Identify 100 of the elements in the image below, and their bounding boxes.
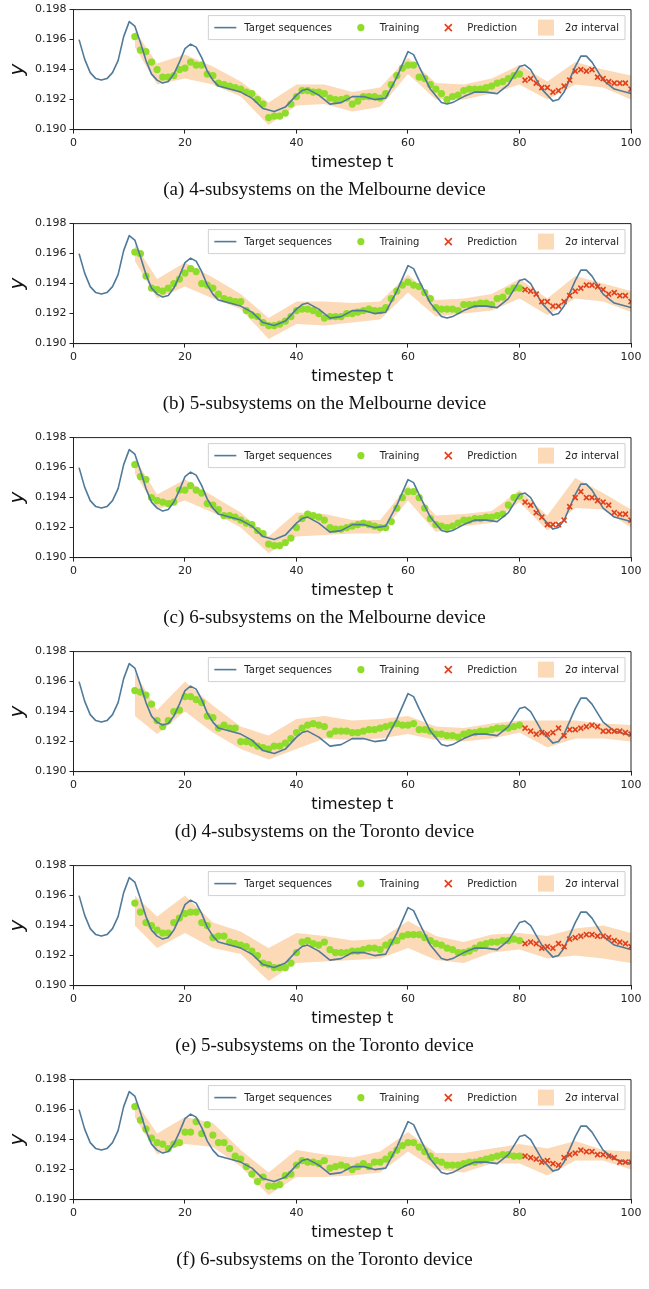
point bbox=[566, 292, 573, 299]
x-tick-label: 40 bbox=[289, 992, 304, 1006]
point bbox=[594, 1151, 601, 1158]
x-tick-label: 60 bbox=[401, 992, 415, 1006]
point bbox=[583, 1148, 590, 1155]
x-tick-label: 60 bbox=[401, 1206, 415, 1220]
point bbox=[594, 283, 601, 290]
text: (f) 6-subsystems on the Toronto device bbox=[175, 1247, 474, 1271]
legend-label: 2σ interval bbox=[565, 877, 620, 889]
point bbox=[583, 494, 590, 501]
x-tick-label: 100 bbox=[620, 136, 642, 150]
legend-label: Prediction bbox=[467, 1091, 518, 1103]
point bbox=[555, 87, 562, 94]
point bbox=[521, 76, 529, 84]
text: (a) 4-subsystems on the Melbourne device bbox=[162, 177, 487, 201]
text: (b) 5-subsystems on the Melbourne device bbox=[161, 391, 488, 415]
x-tick-label: 60 bbox=[401, 350, 415, 364]
legend-label: Target sequences bbox=[243, 1091, 332, 1103]
y-tick-label: 0.192 bbox=[34, 1162, 67, 1176]
y-axis-title: y bbox=[4, 62, 29, 77]
legend-label: Training bbox=[378, 449, 420, 461]
point bbox=[611, 1154, 618, 1161]
point bbox=[521, 498, 529, 506]
y-tick-label: 0.198 bbox=[34, 858, 67, 872]
x-tick-label: 100 bbox=[620, 350, 642, 364]
y-tick-label: 0.194 bbox=[34, 62, 67, 76]
legend-label: Training bbox=[378, 663, 420, 675]
point bbox=[577, 284, 585, 292]
point bbox=[566, 1151, 573, 1158]
legend-label: Target sequences bbox=[243, 21, 332, 33]
point bbox=[616, 1158, 624, 1166]
x-tick-label: 40 bbox=[289, 136, 304, 150]
y-tick-label: 0.190 bbox=[34, 978, 67, 992]
legend-label: Target sequences bbox=[243, 663, 332, 675]
x-tick-label: 100 bbox=[620, 992, 642, 1006]
point bbox=[549, 944, 557, 952]
x-tick-label: 0 bbox=[69, 778, 77, 792]
point bbox=[622, 940, 629, 947]
y-tick-label: 0.190 bbox=[34, 1192, 67, 1206]
point bbox=[599, 727, 607, 735]
y-tick-label: 0.198 bbox=[34, 2, 67, 16]
point bbox=[538, 1158, 546, 1166]
x-tick-label: 100 bbox=[620, 564, 642, 578]
x-tick-label: 20 bbox=[177, 136, 192, 150]
point bbox=[622, 292, 629, 299]
point bbox=[527, 1154, 534, 1161]
x-tick-label: 80 bbox=[512, 1206, 527, 1220]
y-tick-label: 0.192 bbox=[34, 520, 67, 534]
x-tick-label: 20 bbox=[177, 992, 192, 1006]
y-tick-label: 0.190 bbox=[34, 336, 67, 350]
legend-label: Prediction bbox=[467, 21, 518, 33]
point bbox=[588, 281, 596, 289]
legend-label: Target sequences bbox=[243, 877, 332, 889]
x-axis-title: timestep t bbox=[311, 1007, 394, 1027]
point bbox=[616, 79, 624, 87]
y-tick-label: 0.194 bbox=[34, 918, 67, 932]
legend-label: 2σ interval bbox=[565, 449, 620, 461]
point bbox=[538, 513, 546, 521]
y-tick-label: 0.194 bbox=[34, 276, 67, 290]
point bbox=[583, 931, 590, 938]
x-tick-label: 80 bbox=[512, 992, 527, 1006]
y-tick-label: 0.198 bbox=[34, 644, 67, 658]
point bbox=[544, 521, 551, 528]
legend-label: Prediction bbox=[467, 877, 518, 889]
y-axis-title: y bbox=[4, 276, 29, 291]
x-tick-label: 20 bbox=[177, 350, 192, 364]
point bbox=[555, 940, 562, 947]
x-tick-label: 80 bbox=[512, 136, 527, 150]
text: (d) 4-subsystems on the Toronto device bbox=[173, 819, 476, 843]
point bbox=[544, 943, 551, 950]
point bbox=[605, 934, 612, 941]
legend-label: 2σ interval bbox=[565, 1091, 620, 1103]
y-tick-label: 0.196 bbox=[34, 460, 67, 474]
x-tick-label: 20 bbox=[177, 564, 192, 578]
y-tick-label: 0.196 bbox=[34, 674, 67, 688]
y-tick-label: 0.198 bbox=[34, 216, 67, 230]
point bbox=[577, 1146, 585, 1154]
y-axis-title: y bbox=[4, 490, 29, 505]
y-tick-label: 0.196 bbox=[34, 246, 67, 260]
x-axis-title: timestep t bbox=[311, 365, 394, 385]
legend-label: Prediction bbox=[467, 663, 518, 675]
y-tick-label: 0.190 bbox=[34, 764, 67, 778]
y-tick-label: 0.196 bbox=[34, 1102, 67, 1116]
legend-label: Prediction bbox=[467, 449, 518, 461]
point bbox=[544, 1157, 551, 1164]
point bbox=[566, 503, 573, 510]
legend-label: 2σ interval bbox=[565, 663, 620, 675]
y-tick-label: 0.194 bbox=[34, 1132, 67, 1146]
point bbox=[594, 723, 601, 730]
point bbox=[616, 727, 624, 735]
x-tick-label: 20 bbox=[177, 1206, 192, 1220]
point bbox=[538, 944, 546, 952]
x-tick-label: 0 bbox=[69, 564, 77, 578]
x-tick-label: 40 bbox=[289, 778, 304, 792]
point bbox=[594, 497, 601, 504]
x-tick-label: 0 bbox=[69, 136, 77, 150]
point bbox=[560, 82, 568, 90]
point bbox=[566, 726, 573, 733]
text: (c) 6-subsystems on the Melbourne device bbox=[162, 605, 487, 629]
x-axis-title: timestep t bbox=[311, 793, 394, 813]
